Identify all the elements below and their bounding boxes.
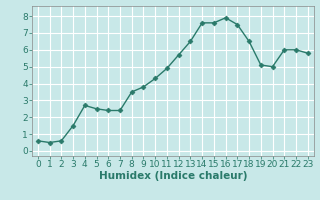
X-axis label: Humidex (Indice chaleur): Humidex (Indice chaleur) <box>99 171 247 181</box>
